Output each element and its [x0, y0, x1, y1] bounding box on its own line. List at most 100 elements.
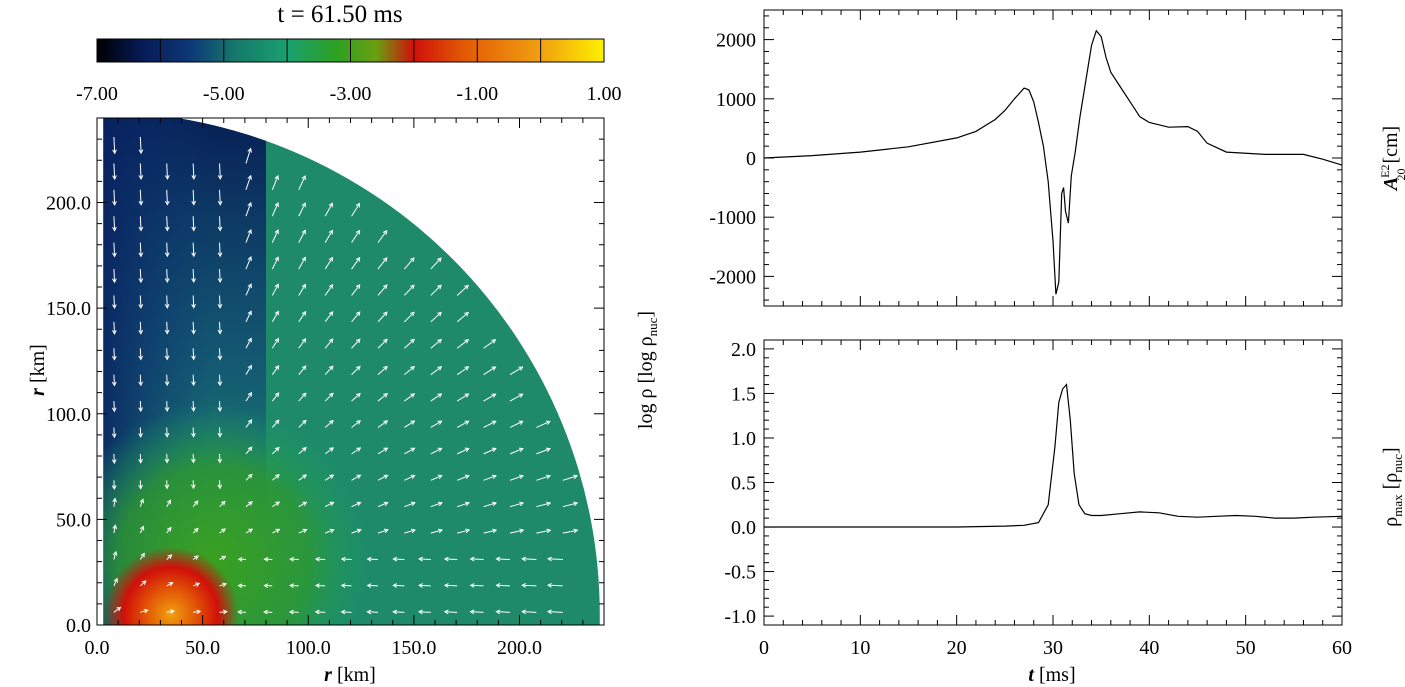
velocity-arrow-head [328, 338, 334, 344]
velocity-arrow [456, 393, 469, 402]
velocity-arrow [113, 401, 115, 412]
velocity-arrow-head [301, 202, 306, 208]
colorbar-label-main: log ρ [log ρ [635, 336, 657, 429]
velocity-arrow [245, 148, 252, 164]
velocity-arrow-head [301, 256, 306, 262]
map-xtick-label: 150.0 [391, 637, 436, 659]
velocity-arrow [377, 311, 388, 323]
quadrupole-ytick-label: 2000 [716, 30, 756, 52]
velocity-arrow [166, 610, 175, 613]
velocity-arrow-head [247, 228, 252, 234]
velocity-arrow [219, 163, 221, 179]
velocity-arrow [113, 348, 115, 360]
velocity-arrow [192, 189, 195, 205]
quadrupole-ylabel-sub: 20 [1394, 169, 1405, 181]
velocity-arrow [219, 242, 221, 257]
density-core [103, 546, 239, 626]
velocity-arrow [430, 475, 442, 481]
velocity-arrow-head [519, 501, 525, 507]
velocity-arrow-head [289, 556, 295, 562]
velocity-arrow-head [237, 556, 243, 562]
velocity-arrow [483, 529, 497, 534]
velocity-arrow-head [217, 381, 223, 387]
velocity-arrow [377, 366, 388, 376]
velocity-arrow [113, 242, 116, 257]
velocity-arrow-head [274, 419, 280, 425]
velocity-arrow-head [443, 556, 449, 562]
velocity-arrow-head [288, 609, 294, 615]
colorbar-tick-label: -7.00 [76, 83, 118, 105]
max-density-ytick-label: 1.0 [731, 428, 756, 450]
velocity-arrow [351, 284, 361, 296]
velocity-arrow-head [301, 419, 307, 425]
velocity-arrow-head [383, 528, 389, 534]
velocity-arrow [193, 610, 201, 613]
velocity-arrow [367, 584, 378, 587]
velocity-arrow [113, 136, 116, 154]
velocity-arrow-head [491, 420, 497, 425]
velocity-arrow [536, 529, 551, 534]
velocity-arrow [444, 558, 458, 561]
velocity-arrow-head [191, 175, 197, 180]
velocity-arrow [139, 348, 142, 360]
velocity-arrow [404, 447, 415, 455]
velocity-arrow-head [247, 174, 252, 180]
velocity-arrow-head [410, 528, 416, 534]
velocity-arrow [219, 611, 227, 613]
velocity-arrow [377, 284, 388, 296]
velocity-arrow-head [518, 393, 524, 398]
velocity-arrow [404, 393, 415, 402]
velocity-arrow [192, 216, 195, 231]
map-xtick-label: 200.0 [497, 637, 542, 659]
velocity-arrow [483, 339, 496, 349]
velocity-arrow-head [138, 433, 143, 438]
velocity-arrow-head [248, 501, 253, 506]
velocity-arrow [166, 163, 168, 179]
velocity-arrow-head [168, 582, 174, 587]
velocity-arrow-head [138, 252, 144, 258]
velocity-arrow-head [383, 365, 388, 371]
velocity-arrow-head [193, 500, 199, 506]
velocity-arrow-head [437, 311, 442, 317]
velocity-arrow-head [437, 501, 443, 507]
velocity-arrow-head [356, 420, 362, 425]
velocity-arrow-head [518, 420, 524, 425]
velocity-arrow-head [164, 407, 170, 412]
velocity-arrow-head [437, 257, 442, 263]
velocity-arrow-head [491, 366, 497, 371]
max-density-ytick-label: -1.0 [724, 606, 756, 628]
velocity-arrow-head [217, 407, 223, 412]
velocity-arrow-head [167, 554, 173, 559]
velocity-arrow [166, 500, 171, 507]
velocity-arrow-head [314, 556, 320, 562]
velocity-arrow-head [355, 229, 361, 235]
velocity-arrow [351, 338, 361, 349]
velocity-arrow [483, 448, 497, 455]
velocity-arrow [166, 216, 168, 231]
velocity-arrow-head [464, 366, 470, 371]
velocity-arrow [377, 230, 388, 243]
velocity-arrow-head [247, 256, 252, 262]
velocity-arrow [272, 528, 280, 534]
velocity-arrow-head [410, 447, 416, 452]
velocity-arrow-head [382, 311, 388, 317]
velocity-arrow [245, 311, 252, 323]
velocity-arrow-head [164, 484, 170, 490]
velocity-arrow-head [495, 583, 501, 588]
velocity-arrow-head [410, 474, 416, 479]
velocity-arrow-head [495, 556, 501, 562]
colorbar-tick-label: -5.00 [203, 83, 245, 105]
colorbar-tick-label: -1.00 [456, 83, 498, 105]
velocity-arrow [367, 558, 378, 561]
velocity-arrow-head [138, 149, 144, 155]
velocity-arrow [113, 578, 118, 587]
velocity-arrow-head [464, 447, 470, 452]
velocity-arrow-head [340, 556, 346, 562]
velocity-arrow-head [491, 447, 497, 452]
velocity-arrow [271, 256, 279, 270]
max-density-xtick-label: 60 [1332, 637, 1352, 659]
velocity-arrow-head [356, 447, 362, 452]
velocity-arrow [140, 609, 148, 613]
velocity-arrow [192, 348, 195, 360]
quadrupole-plot-axes: -2000 -1000 0 1000 2000 [709, 9, 1343, 307]
